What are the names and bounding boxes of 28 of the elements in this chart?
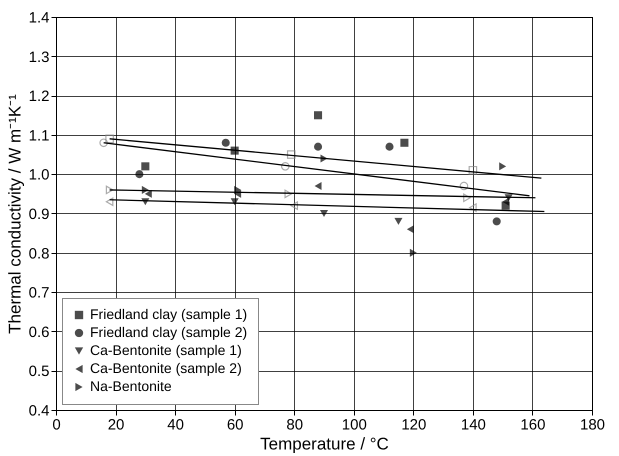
y-tick-label: 0.7 bbox=[28, 284, 50, 302]
legend-label: Ca-Bentonite (sample 1) bbox=[90, 342, 242, 358]
legend-label: Na-Bentonite bbox=[90, 378, 172, 394]
y-tick-label: 1.2 bbox=[28, 88, 50, 106]
legend-label: Friedland clay (sample 2) bbox=[90, 324, 248, 340]
x-tick-label: 120 bbox=[401, 416, 426, 434]
x-tick-label: 80 bbox=[286, 416, 304, 434]
y-tick-label: 0.6 bbox=[28, 324, 50, 341]
x-tick-label: 60 bbox=[226, 416, 244, 434]
x-tick-label: 0 bbox=[52, 416, 61, 434]
y-tick-label: 0.8 bbox=[28, 245, 50, 262]
y-axis-title: Thermal conductivity / W m⁻¹K⁻¹ bbox=[6, 94, 25, 334]
y-tick-label: 0.4 bbox=[28, 402, 50, 420]
x-tick-label: 140 bbox=[460, 416, 486, 434]
legend-label: Ca-Bentonite (sample 2) bbox=[90, 360, 242, 376]
x-tick-label: 40 bbox=[167, 416, 184, 434]
x-tick-label: 20 bbox=[108, 416, 124, 434]
x-tick-label: 180 bbox=[580, 416, 606, 434]
x-axis-title: Temperature / °C bbox=[260, 434, 389, 454]
y-tick-label: 0.5 bbox=[28, 363, 50, 380]
y-tick-label: 1.3 bbox=[28, 48, 50, 66]
y-tick-label: 1.0 bbox=[28, 166, 50, 184]
y-tick-label: 1.1 bbox=[28, 127, 50, 144]
y-tick-label: 1.4 bbox=[28, 10, 50, 26]
x-tick-label: 160 bbox=[520, 416, 546, 434]
x-tick-label: 100 bbox=[342, 416, 367, 434]
legend-label: Friedland clay (sample 1) bbox=[90, 306, 248, 322]
y-tick-label: 0.9 bbox=[28, 206, 50, 223]
